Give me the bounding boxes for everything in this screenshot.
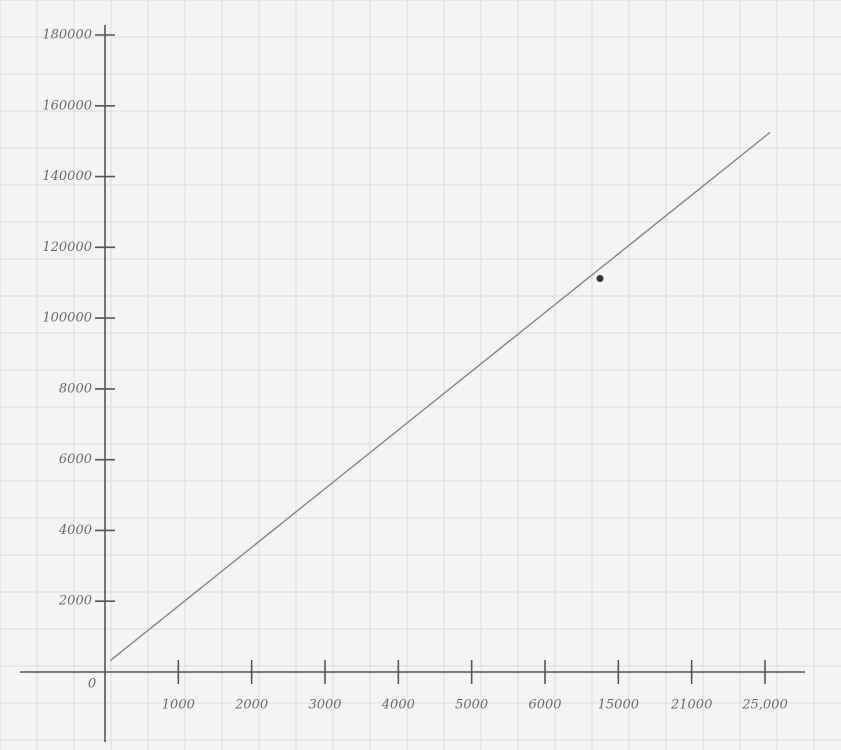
x-tick-label: 6000	[528, 698, 561, 713]
y-tick-label: 100000	[42, 311, 92, 326]
y-tick-label: 8000	[59, 381, 92, 396]
data-line	[110, 132, 770, 660]
x-tick-label: 15000	[598, 698, 639, 713]
grid-paper	[0, 0, 841, 750]
x-tick-label: 5000	[455, 698, 488, 713]
y-tick-label: 6000	[59, 452, 92, 467]
data-point	[597, 275, 604, 282]
chart: 0 2000 4000 6000 8000 100000 120000 140000 1600…	[0, 0, 841, 750]
y-tick-label: 2000	[58, 594, 92, 609]
y-tick-label: 4000	[58, 523, 92, 538]
y-tick-label: 120000	[42, 240, 92, 255]
x-tick-label: 3000	[308, 698, 341, 713]
y-tick-label: 180000	[42, 28, 92, 43]
y-tick-label: 160000	[42, 98, 92, 113]
y-tick-label: 140000	[42, 169, 92, 184]
x-tick-label: 21000	[670, 698, 712, 713]
origin-label: 0	[88, 677, 96, 692]
x-tick-label: 2000	[234, 698, 268, 713]
x-tick-label: 1000	[162, 698, 195, 713]
x-tick-label: 4000	[381, 698, 415, 713]
x-tick-label: 25,000	[741, 698, 788, 713]
